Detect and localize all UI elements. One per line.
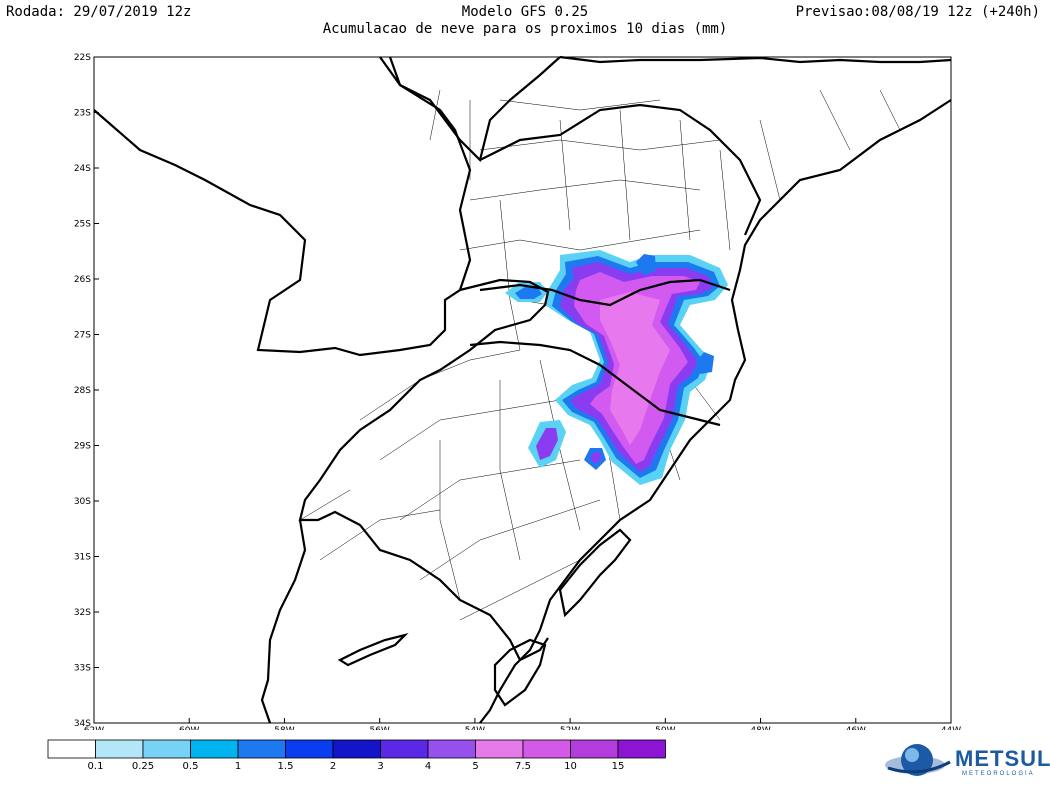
- legend-swatch: [617, 739, 666, 759]
- sao-paulo-parana-border: [479, 103, 762, 236]
- snow-area-northeast-dot: [636, 254, 656, 276]
- lat-label: 26S: [74, 275, 91, 285]
- lon-label: 56W: [369, 726, 389, 730]
- legend-label: 5: [472, 761, 478, 772]
- snow-map: 22S23S24S25S26S27S28S29S30S31S32S33S34S …: [74, 53, 961, 730]
- lon-label: 62W: [84, 726, 104, 730]
- uruguay-lake: [337, 632, 409, 667]
- legend-labels: 0.1 0.25 0.5 1 1.5 2 3 4 5 7.5 10 15: [88, 761, 625, 772]
- lat-label: 32S: [74, 608, 91, 618]
- legend-swatch: [47, 739, 96, 759]
- lat-label: 23S: [74, 109, 91, 119]
- lon-label: 44W: [941, 726, 961, 730]
- snow-shading: [505, 250, 728, 485]
- legend: 0.1 0.25 0.5 1 1.5 2 3 4 5 7.5 10 15: [47, 739, 666, 772]
- lon-label: 52W: [560, 726, 580, 730]
- legend-swatch: [380, 739, 429, 759]
- legend-label: 1: [235, 761, 241, 772]
- legend-label: 1.5: [278, 761, 294, 772]
- argentina-border: [298, 278, 550, 662]
- state-borders: [93, 55, 952, 724]
- legend-swatch: [427, 739, 476, 759]
- lat-label: 31S: [74, 553, 91, 563]
- lagoon-patos: [558, 528, 632, 618]
- snow-area-southwest-inner: [536, 428, 558, 460]
- lon-axis: 62W 60W 58W 56W 54W 52W 50W 48W 46W 44W: [84, 718, 961, 730]
- lat-label: 30S: [74, 497, 91, 507]
- legend-label: 3: [377, 761, 383, 772]
- map-subtitle: Acumulacao de neve para os proximos 10 d…: [322, 21, 728, 37]
- lat-label: 29S: [74, 442, 91, 452]
- legend-swatch: [570, 739, 619, 759]
- legend-swatch: [237, 739, 286, 759]
- lon-label: 46W: [846, 726, 866, 730]
- legend-swatch: [190, 739, 239, 759]
- snow-area-east-dot: [696, 352, 714, 374]
- legend-label: 2: [330, 761, 336, 772]
- lat-label: 27S: [74, 331, 91, 341]
- legend-boxes: [47, 739, 666, 759]
- lat-label: 24S: [74, 164, 91, 174]
- santa-catarina-rio-grande-border: [469, 340, 721, 427]
- lat-label: 22S: [74, 53, 91, 63]
- lat-label: 28S: [74, 386, 91, 396]
- snow-area-west-inner: [515, 287, 542, 299]
- legend-swatch: [475, 739, 524, 759]
- legend-label: 0.25: [132, 761, 154, 772]
- paraguay-border: [93, 56, 472, 357]
- lon-label: 50W: [655, 726, 675, 730]
- lagoon-mirim: [493, 638, 547, 707]
- legend-label: 10: [564, 761, 577, 772]
- legend-swatch: [332, 739, 381, 759]
- model-title: Modelo GFS 0.25: [461, 4, 589, 20]
- brand-tagline: METEOROLOGIA: [962, 771, 1035, 777]
- legend-swatch: [522, 739, 571, 759]
- uruguay-border: [260, 519, 307, 724]
- lat-label: 34S: [74, 719, 91, 729]
- parana-santa-catarina-border: [479, 278, 731, 307]
- legend-swatch: [142, 739, 191, 759]
- lat-axis: 22S 23S 24S 25S 26S 27S 28S 29S 30S 31S 32S 33S 34S: [74, 53, 99, 729]
- legend-label: 15: [612, 761, 625, 772]
- run-time-label: Rodada: 29/07/2019 12z: [6, 4, 192, 20]
- map-frame: [93, 56, 952, 724]
- legend-label: 7.5: [515, 761, 531, 772]
- lat-label: 25S: [74, 220, 91, 230]
- coastline: [479, 55, 952, 724]
- legend-swatch: [285, 739, 334, 759]
- lon-label: 58W: [274, 726, 294, 730]
- metsul-logo-icon: [885, 744, 951, 776]
- snow-area-core: [600, 292, 670, 445]
- snow-area-small-inner: [590, 452, 601, 464]
- lon-label: 54W: [465, 726, 485, 730]
- legend-label: 0.5: [183, 761, 199, 772]
- lon-label: 48W: [750, 726, 770, 730]
- lat-label: 33S: [74, 664, 91, 674]
- legend-label: 4: [425, 761, 431, 772]
- legend-label: 0.1: [88, 761, 104, 772]
- legend-swatch: [95, 739, 144, 759]
- brand-name: METSUL: [955, 746, 1050, 771]
- lon-label: 60W: [179, 726, 199, 730]
- forecast-time-label: Previsao:08/08/19 12z (+240h): [795, 4, 1040, 20]
